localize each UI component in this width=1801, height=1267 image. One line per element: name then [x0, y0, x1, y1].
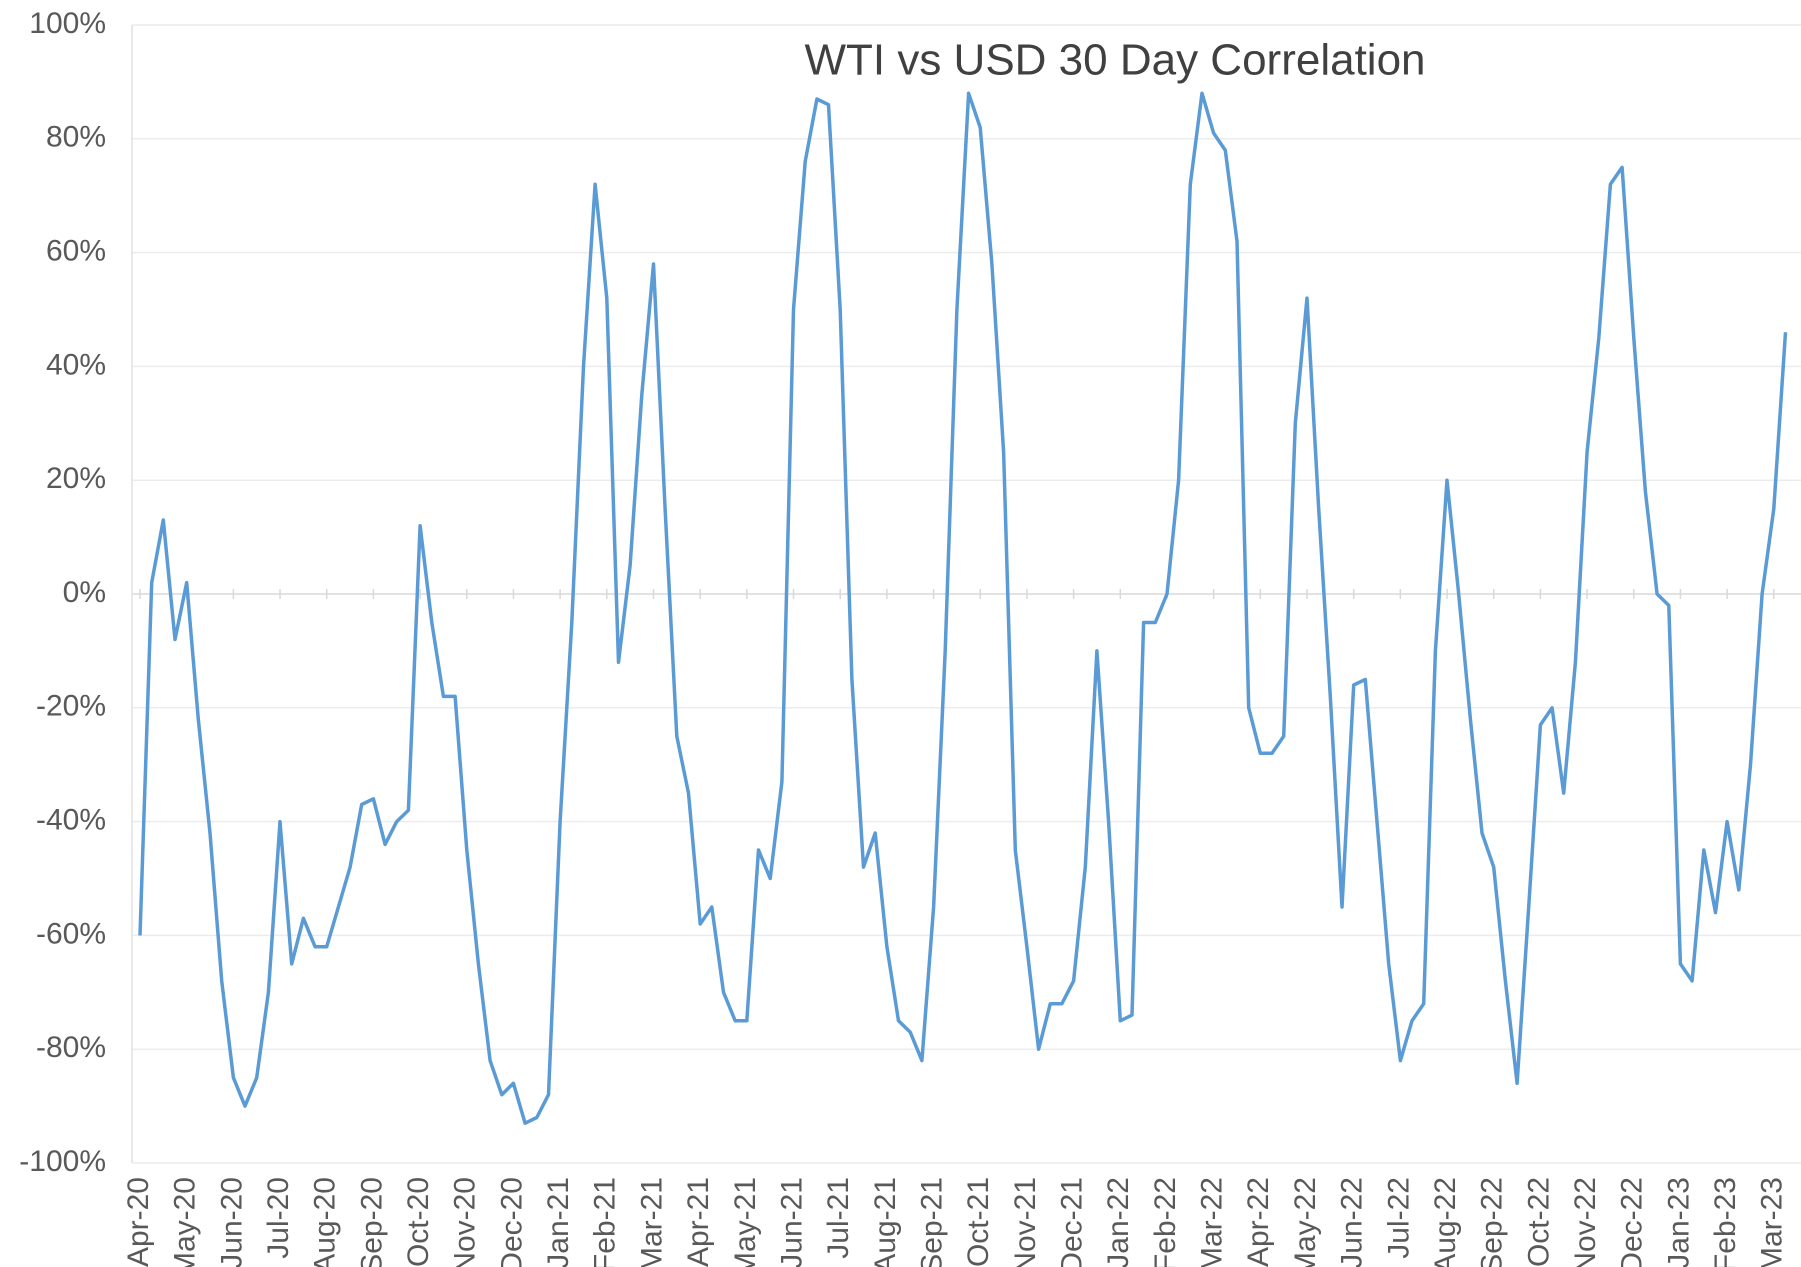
x-tick-label: Apr-20	[122, 1177, 155, 1267]
x-tick-label: Oct-21	[962, 1177, 995, 1267]
x-tick-label: Dec-22	[1616, 1177, 1649, 1267]
x-tick-label: Jan-23	[1662, 1177, 1695, 1267]
x-tick-label: Aug-21	[869, 1177, 902, 1267]
x-tick-label: Jun-21	[775, 1177, 808, 1267]
x-tick-label: Aug-20	[309, 1177, 342, 1267]
x-tick-label: Mar-23	[1756, 1177, 1789, 1267]
x-tick-label: Sep-21	[915, 1177, 948, 1267]
x-tick-label: Nov-20	[449, 1177, 482, 1267]
x-tick-label: Mar-21	[635, 1177, 668, 1267]
y-tick-label: 40%	[46, 348, 106, 381]
x-tick-label: May-22	[1289, 1177, 1322, 1267]
x-tick-label: Jul-21	[822, 1177, 855, 1259]
x-tick-label: Oct-20	[402, 1177, 435, 1267]
x-tick-label: Jan-22	[1102, 1177, 1135, 1267]
x-tick-label: Apr-22	[1242, 1177, 1275, 1267]
x-tick-label: Mar-22	[1196, 1177, 1229, 1267]
x-tick-label: Sep-22	[1476, 1177, 1509, 1267]
y-tick-label: 20%	[46, 462, 106, 495]
y-tick-label: -80%	[36, 1031, 106, 1064]
x-tick-label: Jan-21	[542, 1177, 575, 1267]
x-tick-label: Feb-23	[1709, 1177, 1742, 1267]
x-tick-label: Dec-20	[495, 1177, 528, 1267]
x-tick-label: May-21	[729, 1177, 762, 1267]
x-tick-label: Jul-22	[1382, 1177, 1415, 1259]
x-tick-label: Feb-21	[589, 1177, 622, 1267]
data-line	[138, 91, 1788, 1125]
x-tick-label: Jul-20	[262, 1177, 295, 1259]
x-tick-label: Nov-21	[1009, 1177, 1042, 1267]
y-tick-label: 80%	[46, 121, 106, 154]
x-tick-label: Jun-22	[1336, 1177, 1369, 1267]
x-tick-label: Nov-22	[1569, 1177, 1602, 1267]
x-tick-label: Apr-21	[682, 1177, 715, 1267]
x-tick-label: Aug-22	[1429, 1177, 1462, 1267]
y-tick-label: 60%	[46, 235, 106, 268]
x-tick-label: Feb-22	[1149, 1177, 1182, 1267]
x-tick-label: Jun-20	[215, 1177, 248, 1267]
y-tick-label: -40%	[36, 804, 106, 837]
y-tick-label: -20%	[36, 690, 106, 723]
x-tick-label: Sep-20	[355, 1177, 388, 1267]
x-tick-label: May-20	[169, 1177, 202, 1267]
x-tick-label: Oct-22	[1522, 1177, 1555, 1267]
y-tick-label: 0%	[63, 576, 106, 609]
y-tick-label: -100%	[19, 1145, 106, 1178]
y-tick-label: 100%	[29, 7, 106, 40]
x-tick-label: Dec-21	[1056, 1177, 1089, 1267]
chart-title: WTI vs USD 30 Day Correlation	[804, 36, 1425, 85]
y-tick-label: -60%	[36, 917, 106, 950]
